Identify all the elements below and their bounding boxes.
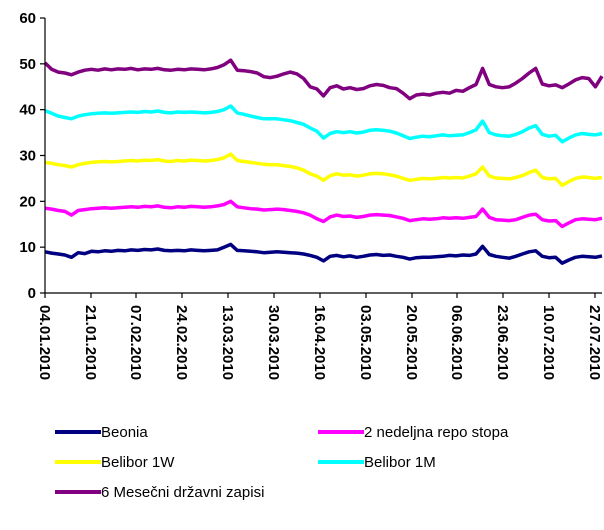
x-tick-label: 07.02.2010 [127,305,144,380]
series-line-3 [44,152,603,188]
y-tick-label: 40 [19,102,36,119]
x-tick-label: 27.07.2010 [586,305,603,380]
x-tick-label: 06.06.2010 [448,305,465,380]
x-tick-label: 03.05.2010 [357,305,374,380]
y-axis-ticks: 0 10 20 30 40 50 60 [19,10,45,302]
x-tick-label: 10.07.2010 [540,305,557,380]
y-tick-label: 50 [19,56,36,73]
x-tick-label: 13.03.2010 [219,305,236,380]
y-tick-label: 10 [19,239,36,256]
series-line-1 [44,242,603,265]
x-tick-label: 21.01.2010 [82,305,99,380]
x-tick-label: 16.04.2010 [311,305,328,380]
series-line-2 [44,199,603,229]
y-tick-label: 0 [28,285,36,302]
y-tick-label: 30 [19,148,36,165]
x-tick-label: 20.05.2010 [403,305,420,380]
y-tick-label: 20 [19,193,36,210]
x-tick-label: 24.02.2010 [173,305,190,380]
x-tick-label: 04.01.2010 [36,305,53,380]
x-tick-label: 30.03.2010 [265,305,282,380]
y-tick-label: 60 [19,10,36,27]
series-line-5 [43,58,604,101]
x-tick-label: 23.06.2010 [494,305,511,380]
x-axis-ticks: 04.01.2010 21.01.2010 07.02.2010 24.02.2010… [36,293,603,380]
series-line-4 [44,104,603,144]
plot-lines [43,58,604,265]
